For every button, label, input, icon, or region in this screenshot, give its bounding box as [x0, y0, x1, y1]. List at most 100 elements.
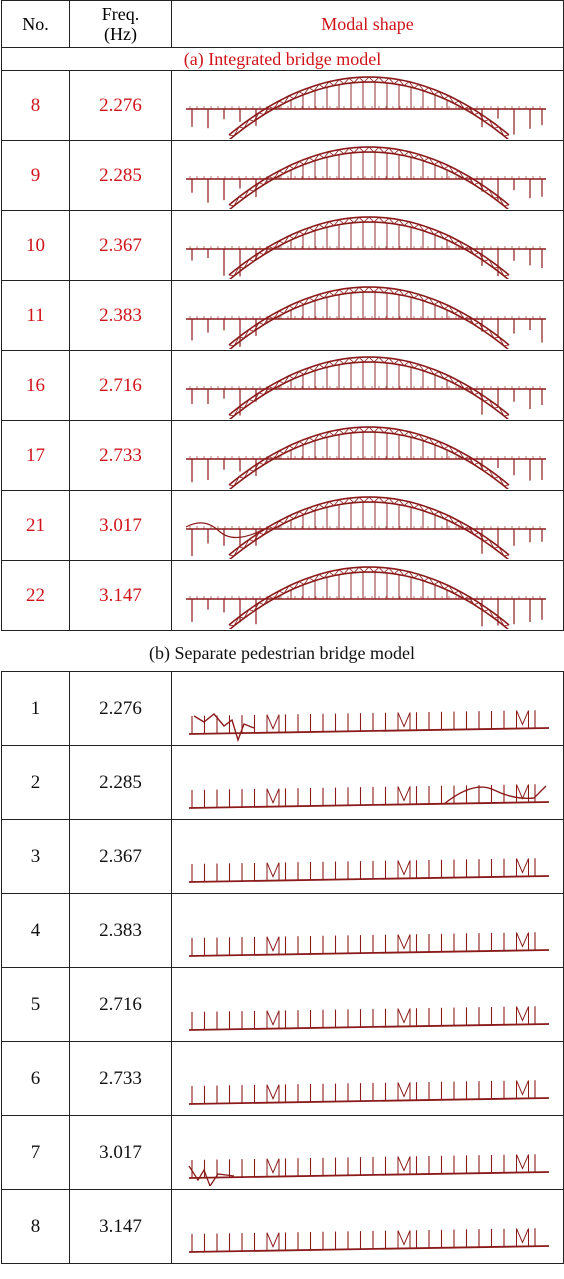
truss-m [516, 1080, 528, 1098]
modal-shape [174, 143, 562, 209]
arch [229, 217, 509, 276]
cell-shape [172, 141, 564, 211]
arch [229, 217, 509, 275]
modal-shape [174, 1194, 562, 1260]
cell-shape [172, 71, 564, 141]
arch [229, 287, 509, 345]
truss-m [267, 1232, 279, 1250]
truss-m [267, 862, 279, 880]
arch [229, 287, 509, 346]
header-freq-line: (Hz) [104, 24, 137, 44]
cell-no: 22 [2, 561, 70, 631]
cell-no: 21 [2, 491, 70, 561]
cell-no: 3 [2, 820, 70, 894]
cell-shape [172, 1042, 564, 1116]
cell-freq: 3.147 [70, 561, 172, 631]
page: {"header": {"no": "No.", "freq": ["Freq.… [0, 0, 564, 1279]
modal-shape [174, 213, 562, 279]
truss-m [267, 1010, 279, 1028]
cell-freq: 3.147 [70, 1190, 172, 1264]
cell-shape [172, 1116, 564, 1190]
arch [229, 497, 509, 556]
modal-shape [174, 563, 562, 629]
truss-m [267, 788, 279, 806]
cell-shape [172, 672, 564, 746]
truss-m [267, 936, 279, 954]
arch [229, 567, 509, 625]
section-row: (a) Integrated bridge model [2, 48, 564, 71]
stroke [189, 802, 549, 808]
cell-shape [172, 281, 564, 351]
modal-shape [174, 750, 562, 816]
modal-shape [174, 824, 562, 890]
truss-m [516, 858, 528, 876]
cell-shape [172, 894, 564, 968]
truss-m [516, 1006, 528, 1024]
arch [229, 77, 509, 136]
cell-shape [172, 561, 564, 631]
cell-freq: 2.276 [70, 71, 172, 141]
arch [229, 292, 509, 349]
truss-m [398, 1156, 410, 1174]
arch [229, 82, 509, 139]
arch [229, 222, 509, 279]
cell-no: 6 [2, 1042, 70, 1116]
header-freq-line: Freq. [102, 4, 140, 24]
cell-no: 5 [2, 968, 70, 1042]
cell-freq: 2.285 [70, 141, 172, 211]
section-title: (a) Integrated bridge model [2, 48, 564, 71]
cell-freq: 2.285 [70, 746, 172, 820]
arch [229, 502, 509, 559]
header-freq: Freq.(Hz) [70, 1, 172, 48]
cell-no: 7 [2, 1116, 70, 1190]
cell-no: 8 [2, 1190, 70, 1264]
cell-shape [172, 746, 564, 820]
cell-shape [172, 968, 564, 1042]
modal-shape [174, 423, 562, 489]
arch [229, 567, 509, 626]
stroke [189, 1172, 549, 1178]
arch [229, 362, 509, 419]
arch [229, 357, 509, 416]
arch [229, 427, 509, 485]
section-title: (b) Separate pedestrian bridge model [0, 631, 564, 671]
cell-shape [172, 1190, 564, 1264]
truss-m [516, 932, 528, 950]
stroke [189, 1246, 549, 1252]
cell-no: 9 [2, 141, 70, 211]
truss-m [398, 1230, 410, 1248]
arch [229, 152, 509, 209]
truss-m [267, 1158, 279, 1176]
truss-m [516, 1154, 528, 1172]
cell-freq: 2.383 [70, 894, 172, 968]
cell-freq: 3.017 [70, 491, 172, 561]
arch [229, 147, 509, 205]
cell-no: 11 [2, 281, 70, 351]
truss-m [398, 934, 410, 952]
cell-freq: 2.716 [70, 351, 172, 421]
truss-m [516, 710, 528, 728]
cell-no: 4 [2, 894, 70, 968]
mode-wave [189, 1166, 234, 1186]
cell-freq: 2.383 [70, 281, 172, 351]
stroke [189, 950, 549, 956]
cell-no: 16 [2, 351, 70, 421]
cell-freq: 2.733 [70, 421, 172, 491]
arch [229, 427, 509, 486]
cell-shape [172, 351, 564, 421]
modal-shape [174, 1120, 562, 1186]
arch [229, 147, 509, 206]
cell-freq: 2.367 [70, 211, 172, 281]
cell-no: 10 [2, 211, 70, 281]
truss-m [267, 714, 279, 732]
header-shape: Modal shape [172, 1, 564, 48]
cell-freq: 2.716 [70, 968, 172, 1042]
